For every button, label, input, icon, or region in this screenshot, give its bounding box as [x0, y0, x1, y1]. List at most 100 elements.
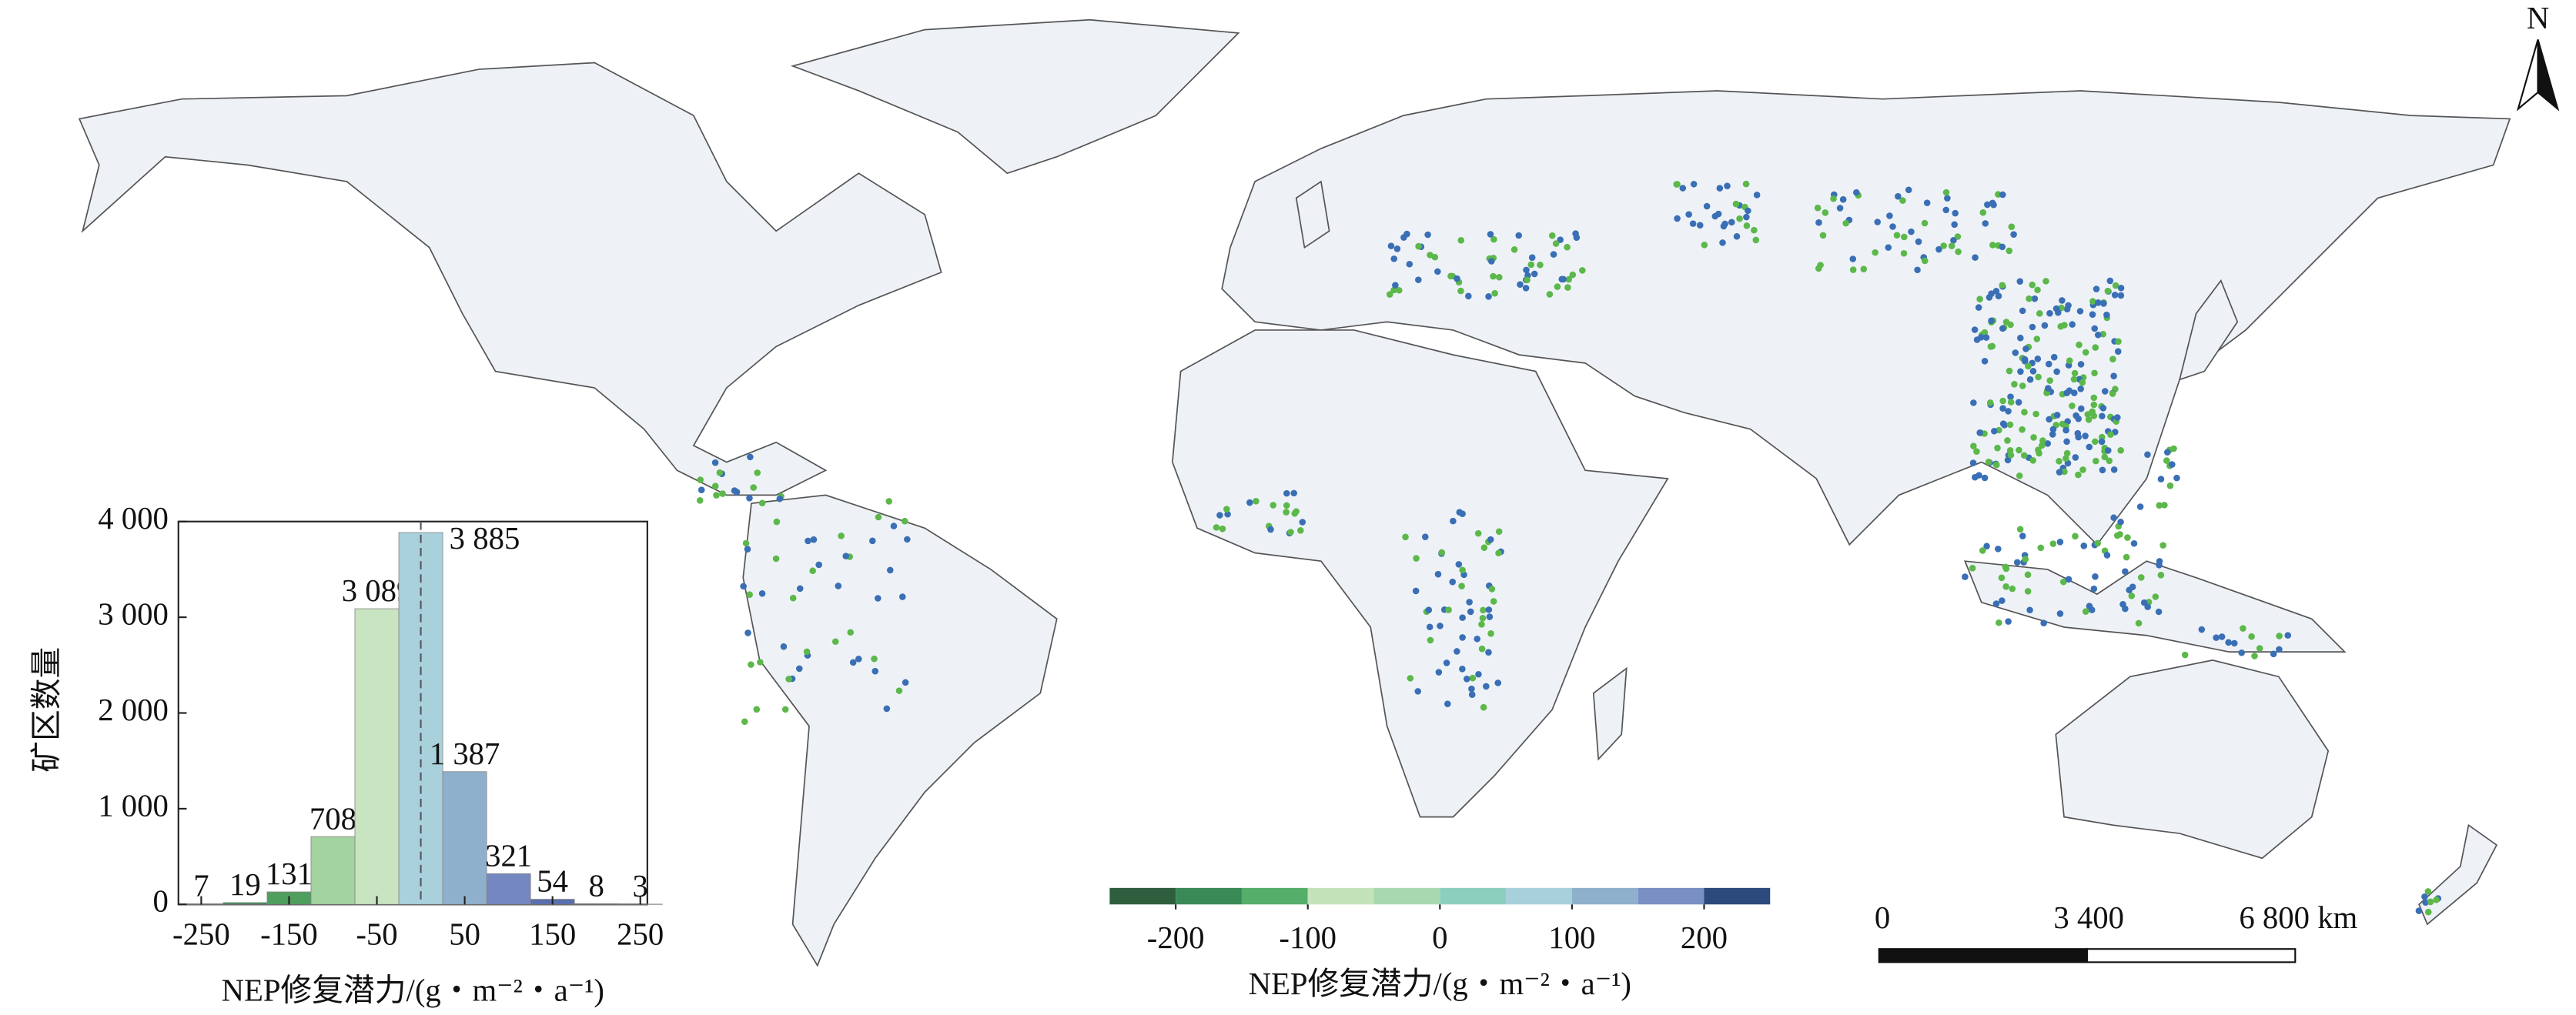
mine-dot — [2079, 466, 2086, 473]
mine-dot — [2059, 578, 2067, 586]
mine-dot — [1982, 220, 1989, 227]
mine-dot — [731, 487, 738, 494]
mine-dot — [2017, 334, 2024, 342]
mine-dot — [1531, 270, 1538, 278]
mine-dot — [1537, 261, 1544, 269]
mine-dot — [1728, 219, 1735, 226]
mine-dot — [2415, 907, 2423, 914]
mine-dot — [2424, 908, 2432, 916]
y-tick-label: 3 000 — [98, 596, 169, 631]
mine-dot — [1396, 286, 1403, 294]
mine-dot — [757, 659, 764, 666]
mine-dot — [831, 638, 839, 646]
bar — [574, 903, 619, 905]
bar — [310, 836, 356, 905]
y-tick-label: 2 000 — [98, 693, 169, 727]
mine-dot — [1548, 232, 1556, 239]
mine-dot — [2005, 618, 2012, 625]
mine-dot — [1393, 245, 1401, 252]
mine-dot — [1819, 232, 1827, 239]
mine-dot — [2056, 539, 2064, 546]
mine-dot — [1468, 691, 1476, 698]
mine-dot — [1944, 195, 1951, 202]
mine-dot — [803, 648, 811, 656]
mine-dot — [2055, 309, 2062, 316]
mine-dot — [1952, 209, 1959, 217]
mine-dot — [1392, 282, 1399, 289]
mine-dot — [1942, 206, 1950, 214]
mine-dot — [1901, 233, 1908, 241]
mine-dot — [2124, 534, 2131, 541]
mine-dot — [2122, 605, 2129, 613]
mine-dot — [1474, 635, 1480, 643]
mine-dot — [1466, 599, 1473, 606]
mine-dot — [1989, 242, 1996, 249]
japan — [2178, 279, 2239, 381]
mine-dot — [1421, 533, 1429, 540]
mine-dot — [2101, 453, 2109, 461]
mine-dot — [1444, 700, 1451, 708]
scale-label: 3 400 — [2053, 900, 2124, 935]
mine-dot — [2025, 362, 2032, 370]
mine-dot — [1752, 236, 1760, 244]
mine-dot — [2044, 440, 2052, 447]
mine-dot — [1480, 606, 1487, 614]
mine-dot — [1413, 555, 1420, 562]
mine-dot — [886, 566, 894, 574]
mine-dot — [1495, 549, 1502, 557]
colorbar-segment — [1241, 887, 1308, 905]
mine-dot — [1552, 240, 1560, 247]
mine-dot — [2049, 540, 2057, 547]
mine-dot — [1719, 239, 1726, 246]
y-tick-label: 0 — [153, 884, 169, 919]
mine-dot — [2009, 585, 2016, 593]
mine-dot — [2137, 574, 2145, 581]
mine-dot — [1988, 317, 1995, 325]
mine-dot — [2157, 572, 2165, 579]
mine-dot — [2094, 331, 2102, 339]
mine-dot — [780, 643, 788, 650]
mine-dot — [1464, 676, 1470, 683]
mine-dot — [871, 655, 878, 663]
mine-dot — [697, 476, 704, 483]
mine-dot — [750, 484, 758, 491]
mine-dot — [1895, 192, 1902, 200]
mine-dot — [1674, 215, 1681, 222]
mine-dot — [1483, 683, 1490, 690]
mine-dot — [2007, 399, 2015, 406]
mine-dot — [1490, 272, 1497, 280]
mine-dot — [758, 589, 766, 597]
mine-dot — [2092, 573, 2099, 580]
mine-dot — [810, 536, 818, 543]
mine-dot — [716, 469, 724, 476]
mine-dot — [1528, 254, 1536, 261]
mine-dot — [1459, 666, 1466, 673]
mine-dot — [1443, 659, 1450, 666]
mine-dot — [2016, 278, 2024, 285]
mine-dot — [1999, 597, 2006, 604]
mine-dot — [719, 490, 726, 497]
mine-dot — [2128, 593, 2136, 599]
mine-dot — [747, 453, 754, 461]
mine-dot — [2100, 300, 2107, 307]
mine-dot — [2069, 402, 2076, 409]
mine-dot — [2106, 457, 2113, 465]
mine-dot — [2006, 247, 2013, 255]
mine-dot — [753, 706, 761, 713]
mine-dot — [1434, 268, 1441, 275]
mine-dot — [2075, 433, 2082, 441]
mine-dot — [2090, 412, 2098, 419]
value-label: 8 — [589, 868, 604, 903]
mine-dot — [711, 482, 719, 489]
mine-dot — [1213, 524, 1220, 531]
mine-dot — [1842, 219, 1849, 227]
mine-dot — [1993, 461, 2000, 469]
mine-dot — [2422, 899, 2429, 906]
mine-dot — [1975, 472, 1982, 479]
mine-dot — [1454, 275, 1460, 282]
mine-dot — [2004, 456, 2012, 464]
mine-dot — [2065, 576, 2073, 583]
bar — [486, 873, 531, 905]
mine-dot — [2173, 474, 2180, 482]
colorbar-segment — [1571, 887, 1638, 905]
